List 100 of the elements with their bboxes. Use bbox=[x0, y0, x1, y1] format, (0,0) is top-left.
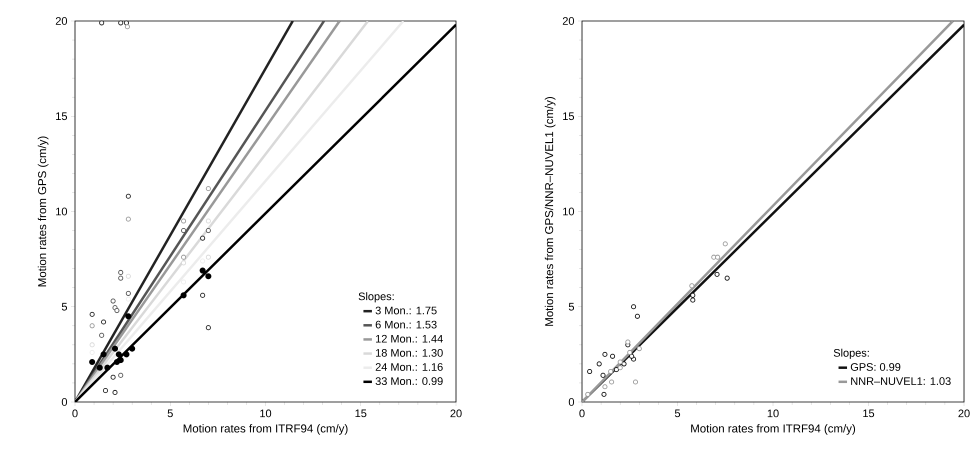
point bbox=[96, 364, 103, 371]
point bbox=[101, 319, 106, 325]
y-tick-label: 5 bbox=[62, 302, 68, 311]
point bbox=[99, 20, 104, 26]
point bbox=[587, 368, 592, 374]
point bbox=[104, 364, 110, 371]
point bbox=[112, 346, 118, 352]
point bbox=[89, 358, 96, 366]
legend-title: Slopes: bbox=[358, 292, 394, 302]
point bbox=[715, 254, 720, 260]
point bbox=[126, 194, 131, 199]
point bbox=[126, 216, 131, 222]
x-tick-label: 10 bbox=[260, 410, 272, 418]
point bbox=[618, 359, 623, 365]
y-tick-label: 15 bbox=[56, 112, 68, 120]
point bbox=[636, 346, 642, 352]
point bbox=[724, 276, 730, 281]
x-tick-label: 0 bbox=[579, 410, 585, 418]
point bbox=[625, 339, 630, 345]
y-tick-label: 10 bbox=[56, 208, 68, 216]
point bbox=[90, 342, 95, 348]
point bbox=[690, 292, 696, 298]
point bbox=[585, 392, 590, 397]
point bbox=[129, 346, 136, 352]
point bbox=[110, 374, 116, 380]
point bbox=[102, 388, 108, 394]
x-axis-title: Motion rates from ITRF94 (cm/y) bbox=[184, 424, 348, 435]
legend-label: 18 Mon.: 1.30 bbox=[376, 348, 443, 357]
x-tick-label: 15 bbox=[863, 410, 874, 418]
point bbox=[610, 354, 616, 359]
point bbox=[118, 270, 124, 275]
point bbox=[722, 241, 728, 246]
y-axis-title: Motion rates from GPS (cm/y) bbox=[38, 136, 48, 286]
x-tick-label: 0 bbox=[72, 410, 78, 418]
point bbox=[618, 365, 623, 370]
point bbox=[100, 351, 107, 358]
point bbox=[124, 20, 129, 26]
point bbox=[689, 283, 694, 288]
point bbox=[118, 276, 124, 281]
point bbox=[123, 351, 130, 358]
legend-label: 12 Mon.: 1.44 bbox=[376, 334, 443, 343]
y-tick-label: 20 bbox=[562, 17, 574, 25]
point bbox=[125, 313, 132, 320]
legend-label: 24 Mon.: 1.16 bbox=[376, 363, 443, 371]
legend-label: GPS: 0.99 bbox=[850, 363, 900, 371]
point bbox=[206, 325, 211, 330]
point bbox=[206, 218, 211, 224]
point bbox=[126, 274, 131, 279]
point bbox=[90, 323, 95, 328]
y-tick-label: 0 bbox=[62, 398, 68, 406]
point bbox=[206, 254, 211, 260]
y-tick-label: 0 bbox=[568, 398, 574, 406]
x-tick-label: 5 bbox=[168, 410, 173, 418]
point bbox=[112, 390, 118, 396]
point bbox=[206, 228, 211, 234]
point bbox=[629, 354, 634, 359]
point bbox=[180, 292, 187, 298]
point bbox=[627, 350, 632, 356]
point bbox=[614, 367, 619, 372]
point bbox=[602, 384, 608, 390]
point bbox=[181, 254, 186, 260]
legend-label: 33 Mon.: 0.99 bbox=[376, 377, 443, 385]
point bbox=[126, 296, 131, 302]
point bbox=[714, 272, 720, 277]
point bbox=[181, 228, 186, 234]
y-tick-label: 15 bbox=[563, 112, 574, 120]
point bbox=[621, 361, 627, 366]
legend-label: 6 Mon.: 1.53 bbox=[376, 320, 437, 328]
point bbox=[602, 352, 608, 357]
point bbox=[631, 304, 636, 310]
x-tick-label: 10 bbox=[768, 410, 779, 418]
x-tick-label: 15 bbox=[355, 410, 366, 418]
point bbox=[632, 379, 638, 385]
point bbox=[634, 314, 640, 319]
point bbox=[110, 298, 116, 304]
point bbox=[205, 273, 212, 280]
legend-title: Slopes: bbox=[834, 348, 869, 359]
x-tick-label: 20 bbox=[450, 410, 462, 418]
point bbox=[99, 332, 104, 338]
point bbox=[601, 392, 607, 397]
x-tick-label: 5 bbox=[674, 410, 680, 418]
point bbox=[608, 368, 614, 374]
y-tick-label: 5 bbox=[568, 302, 574, 311]
point bbox=[116, 351, 122, 358]
point bbox=[200, 292, 206, 298]
point bbox=[206, 186, 211, 192]
point bbox=[124, 24, 130, 30]
y-axis-title: Motion rates from GPS/NNR–NUVEL1 (cm/y) bbox=[544, 96, 556, 326]
point bbox=[200, 268, 206, 274]
point bbox=[200, 236, 206, 241]
y-tick-label: 20 bbox=[56, 17, 68, 25]
x-tick-label: 20 bbox=[958, 410, 970, 418]
point bbox=[609, 379, 614, 385]
legend-label: NNR–NUVEL1: 1.03 bbox=[851, 377, 951, 385]
point bbox=[118, 20, 124, 26]
point bbox=[200, 258, 206, 264]
point bbox=[181, 218, 186, 224]
point bbox=[114, 308, 120, 314]
point bbox=[600, 372, 606, 378]
point bbox=[90, 312, 95, 317]
